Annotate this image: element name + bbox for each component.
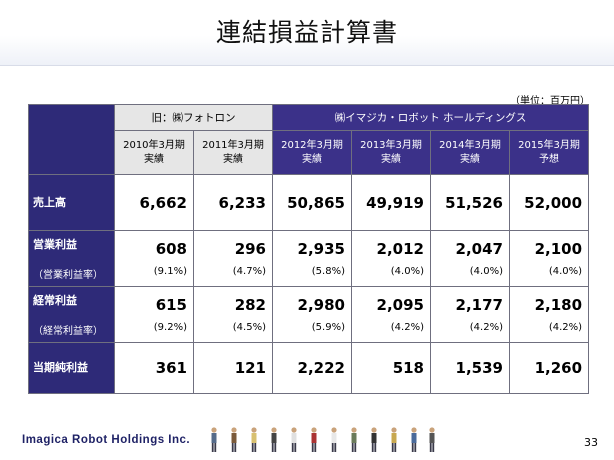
table-cell: 518 <box>351 342 431 394</box>
table-cell: 2,100 (4.0%) <box>508 230 590 287</box>
header-corner <box>28 104 115 175</box>
table-cell: 6,233 <box>193 174 273 231</box>
person-figure <box>231 427 237 452</box>
person-figure <box>371 427 377 452</box>
person-figure <box>411 427 417 452</box>
table-cell: 2,222 <box>272 342 352 394</box>
table-cell: 2,047 (4.0%) <box>430 230 510 287</box>
table-row-net-income: 当期純利益 361 121 2,222 518 1,539 1,260 <box>28 342 590 394</box>
person-figure <box>311 427 317 452</box>
table-cell: 2,935 (5.8%) <box>272 230 352 287</box>
table-cell: 50,865 <box>272 174 352 231</box>
table-cell: 296 (4.7%) <box>193 230 273 287</box>
table-cell: 1,260 <box>508 342 590 394</box>
person-figure <box>271 427 277 452</box>
header-company-row: 旧：㈱フォトロン ㈱イマジカ・ロボット ホールディングス <box>28 104 590 175</box>
person-figure <box>211 427 217 452</box>
old-company-header: 旧：㈱フォトロン <box>114 104 273 131</box>
row-label: 売上高 <box>28 174 115 231</box>
person-figure <box>391 427 397 452</box>
header-period-row: 2010年3月期 実績 2011年3月期 実績 2012年3月期 実績 2013年3月… <box>29 130 590 175</box>
period-header: 2010年3月期 実績 <box>114 130 194 175</box>
company-logo: Imagica Robot Holdings Inc. <box>22 434 191 446</box>
table-cell: 49,919 <box>351 174 431 231</box>
table-row-sales: 売上高 6,662 6,233 50,865 49,919 51,526 52,… <box>28 174 590 231</box>
table-cell: 51,526 <box>430 174 510 231</box>
person-figure <box>429 427 435 452</box>
table-cell: 2,177 (4.2%) <box>430 286 510 343</box>
table-cell: 6,662 <box>114 174 194 231</box>
period-header: 2013年3月期 実績 <box>351 130 431 175</box>
table-cell: 282 (4.5%) <box>193 286 273 343</box>
table-row-ordinary: 経常利益 （経常利益率） 615 (9.2%) 282 (4.5%) 2,980 (5.… <box>28 286 590 343</box>
table-cell: 1,539 <box>430 342 510 394</box>
period-header: 2014年3月期 実績 <box>430 130 510 175</box>
period-header: 2011年3月期 実績 <box>193 130 273 175</box>
row-label: 当期純利益 <box>28 342 115 394</box>
period-header: 2015年3月期 予想 <box>508 130 590 175</box>
table-cell: 608 (9.1%) <box>114 230 194 287</box>
new-company-header: ㈱イマジカ・ロボット ホールディングス <box>271 104 590 131</box>
table-cell: 2,180 (4.2%) <box>508 286 590 343</box>
person-figure <box>291 427 297 452</box>
unit-note: （単位：百万円） <box>510 96 590 107</box>
footer: Imagica Robot Holdings Inc. 33 <box>0 420 614 460</box>
income-statement-table: 旧：㈱フォトロン ㈱イマジカ・ロボット ホールディングス 2010年3月期 実績 … <box>28 104 590 394</box>
person-figure <box>251 427 257 452</box>
row-label: 営業利益 （営業利益率） <box>28 230 115 287</box>
table-cell: 615 (9.2%) <box>114 286 194 343</box>
table-cell: 361 <box>114 342 194 394</box>
table-cell: 2,980 (5.9%) <box>272 286 352 343</box>
row-label: 経常利益 （経常利益率） <box>28 286 115 343</box>
person-figure <box>351 427 357 452</box>
table-row-operating: 営業利益 （営業利益率） 608 (9.1%) 296 (4.7%) 2,935 (5.… <box>28 230 590 287</box>
person-figure <box>331 427 337 452</box>
table-cell: 2,012 (4.0%) <box>351 230 431 287</box>
people-illustration <box>211 427 435 452</box>
title-bar: 連結損益計算書 <box>0 0 614 66</box>
table-cell: 121 <box>193 342 273 394</box>
page-title: 連結損益計算書 <box>215 18 398 47</box>
page-number: 33 <box>584 436 598 449</box>
period-header: 2012年3月期 実績 <box>272 130 352 175</box>
table-cell: 52,000 <box>508 174 590 231</box>
table-cell: 2,095 (4.2%) <box>351 286 431 343</box>
